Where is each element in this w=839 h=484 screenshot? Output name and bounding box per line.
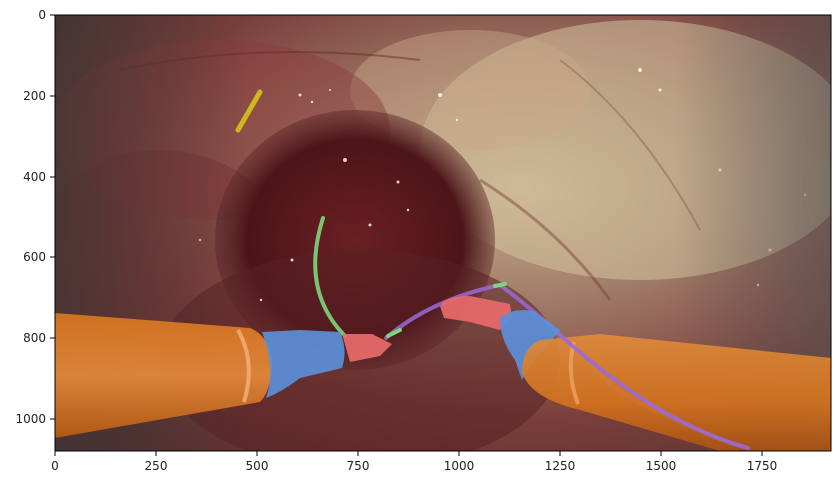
x-tick-label: 1750 [747, 459, 778, 473]
x-tick-label: 250 [145, 459, 168, 473]
y-tick-label: 600 [23, 250, 46, 264]
x-tick-label: 1000 [444, 459, 475, 473]
y-tick-label: 200 [23, 89, 46, 103]
needle-overlay [386, 328, 402, 338]
right-clasper-overlay [440, 296, 512, 330]
y-tick-label: 800 [23, 331, 46, 345]
x-tick-label: 0 [51, 459, 59, 473]
left-wrist-overlay [262, 330, 345, 398]
needle-overlay [313, 216, 347, 338]
x-tick-label: 1250 [545, 459, 576, 473]
left-clasper-overlay [342, 334, 392, 362]
x-tick-label: 750 [347, 459, 370, 473]
left-shaft-overlay [55, 313, 272, 438]
surgical-image [55, 15, 831, 451]
clip-overlay [235, 89, 263, 133]
y-tick-label: 0 [38, 8, 46, 22]
y-tick-label: 1000 [15, 412, 46, 426]
x-tick-label: 1500 [646, 459, 677, 473]
axes-frame [54, 14, 832, 452]
needle-overlay [493, 282, 507, 288]
x-axis: 0 250 500 750 1000 1250 1500 1750 [51, 451, 777, 473]
y-tick-label: 400 [23, 170, 46, 184]
y-axis: 0 200 400 600 800 1000 [15, 8, 55, 426]
left-shaft-highlight [236, 329, 251, 403]
x-tick-label: 500 [246, 459, 269, 473]
right-shaft-overlay [522, 334, 831, 451]
thread-overlay [558, 333, 750, 450]
right-wrist-overlay [500, 310, 560, 380]
